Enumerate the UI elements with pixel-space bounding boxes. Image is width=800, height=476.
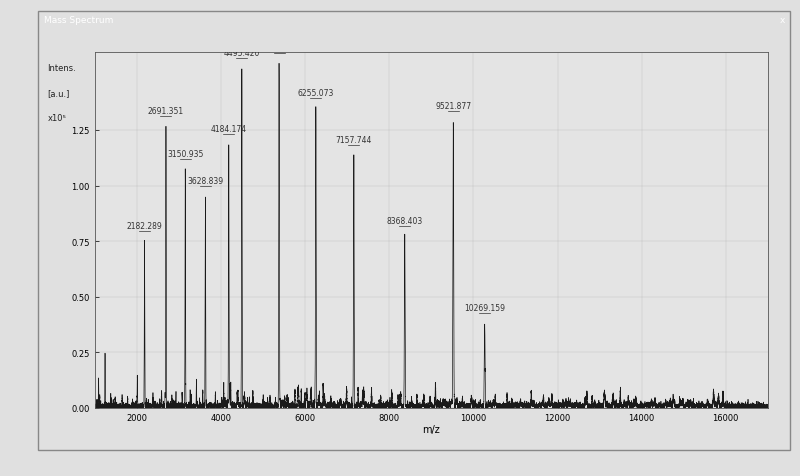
Text: Mass Spectrum: Mass Spectrum <box>45 17 114 25</box>
Text: 3628.839: 3628.839 <box>187 177 223 186</box>
Text: 10269.159: 10269.159 <box>464 304 506 313</box>
Text: 5379.750: 5379.750 <box>261 44 298 53</box>
Text: 7157.744: 7157.744 <box>336 136 372 145</box>
Text: [a.u.]: [a.u.] <box>47 89 70 98</box>
Text: 6255.073: 6255.073 <box>298 89 334 98</box>
Text: Intens.: Intens. <box>47 64 76 72</box>
Text: 4495.420: 4495.420 <box>224 49 260 58</box>
Text: 9521.877: 9521.877 <box>435 102 471 111</box>
Text: 4184.174: 4184.174 <box>210 124 247 133</box>
Text: 8368.403: 8368.403 <box>386 216 423 225</box>
Text: 2691.351: 2691.351 <box>148 107 184 115</box>
Text: x: x <box>780 17 785 25</box>
Text: 2182.289: 2182.289 <box>126 222 162 231</box>
Text: x10⁵: x10⁵ <box>47 114 66 123</box>
Text: 3150.935: 3150.935 <box>167 149 203 159</box>
X-axis label: m/z: m/z <box>422 425 440 435</box>
